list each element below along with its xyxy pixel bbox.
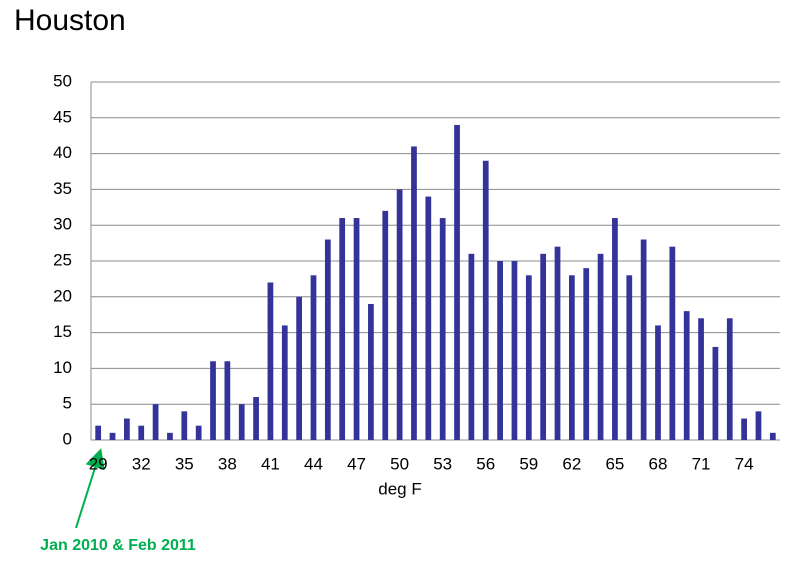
- y-tick-label: 15: [53, 322, 72, 341]
- bar: [712, 346, 719, 440]
- bar: [138, 425, 145, 440]
- bar: [540, 253, 547, 440]
- bar: [368, 303, 374, 440]
- x-tick-label: 38: [218, 454, 237, 473]
- bar: [482, 160, 489, 440]
- y-tick-label: 10: [53, 358, 72, 377]
- bar: [195, 425, 202, 440]
- bar: [583, 268, 590, 440]
- bar: [454, 124, 460, 441]
- bar: [324, 239, 331, 440]
- y-tick-label: 45: [53, 107, 72, 126]
- y-tick-label: 20: [53, 286, 72, 305]
- x-tick-label: 47: [347, 454, 366, 473]
- x-tick-label: 71: [692, 454, 711, 473]
- bar: [396, 189, 403, 440]
- bar: [95, 425, 102, 440]
- y-tick-label: 25: [53, 250, 72, 269]
- bar: [683, 311, 690, 440]
- bar: [181, 411, 188, 440]
- bar: [109, 432, 116, 440]
- bar: [669, 246, 676, 440]
- x-tick-label: 32: [132, 454, 151, 473]
- y-tick-label: 30: [53, 215, 72, 234]
- bar: [210, 361, 216, 440]
- bar: [612, 218, 618, 440]
- x-tick-label: 68: [649, 454, 668, 473]
- bar: [310, 275, 317, 440]
- bar: [253, 397, 259, 440]
- bar: [640, 239, 647, 440]
- bar: [353, 218, 360, 440]
- bar: [698, 318, 704, 440]
- bar: [468, 253, 475, 440]
- x-tick-label: 53: [433, 454, 452, 473]
- annotation-arrow: [75, 448, 105, 529]
- x-tick-label: 56: [476, 454, 495, 473]
- y-tick-label: 40: [53, 143, 72, 162]
- bar: [554, 246, 561, 440]
- bar: [439, 218, 446, 440]
- bar: [281, 325, 288, 440]
- bar: [296, 296, 303, 440]
- bar: [755, 411, 762, 440]
- bar: [267, 282, 274, 440]
- y-tick-label: 50: [53, 71, 72, 90]
- bar: [769, 432, 776, 440]
- bar: [741, 418, 747, 440]
- bar: [597, 253, 604, 440]
- bar: [224, 361, 231, 440]
- bar: [425, 196, 432, 440]
- x-tick-label: 59: [519, 454, 538, 473]
- x-tick-label: 41: [261, 454, 280, 473]
- bar: [497, 261, 503, 440]
- bar: [238, 404, 245, 440]
- bar: [525, 275, 532, 440]
- x-tick-label: 35: [175, 454, 194, 473]
- bar: [655, 325, 661, 440]
- y-tick-label: 0: [63, 429, 72, 448]
- bar: [167, 432, 173, 440]
- x-tick-label: 74: [735, 454, 754, 473]
- bar: [411, 146, 417, 440]
- x-tick-label: 44: [304, 454, 323, 473]
- annotation: Jan 2010 & Feb 2011: [40, 537, 196, 554]
- bar: [568, 275, 575, 440]
- bar: [726, 318, 733, 440]
- x-tick-label: 29: [89, 454, 108, 473]
- x-axis-label: deg F: [378, 479, 421, 498]
- bar: [626, 275, 633, 440]
- bar: [124, 418, 130, 440]
- x-tick-label: 62: [562, 454, 581, 473]
- chart-title: Houston: [14, 4, 126, 37]
- bar: [382, 210, 389, 440]
- y-tick-label: 5: [63, 394, 72, 413]
- bar: [152, 404, 159, 440]
- bar: [339, 218, 346, 440]
- y-tick-label: 35: [53, 179, 72, 198]
- bar: [511, 261, 518, 440]
- x-tick-label: 50: [390, 454, 409, 473]
- x-tick-label: 65: [605, 454, 624, 473]
